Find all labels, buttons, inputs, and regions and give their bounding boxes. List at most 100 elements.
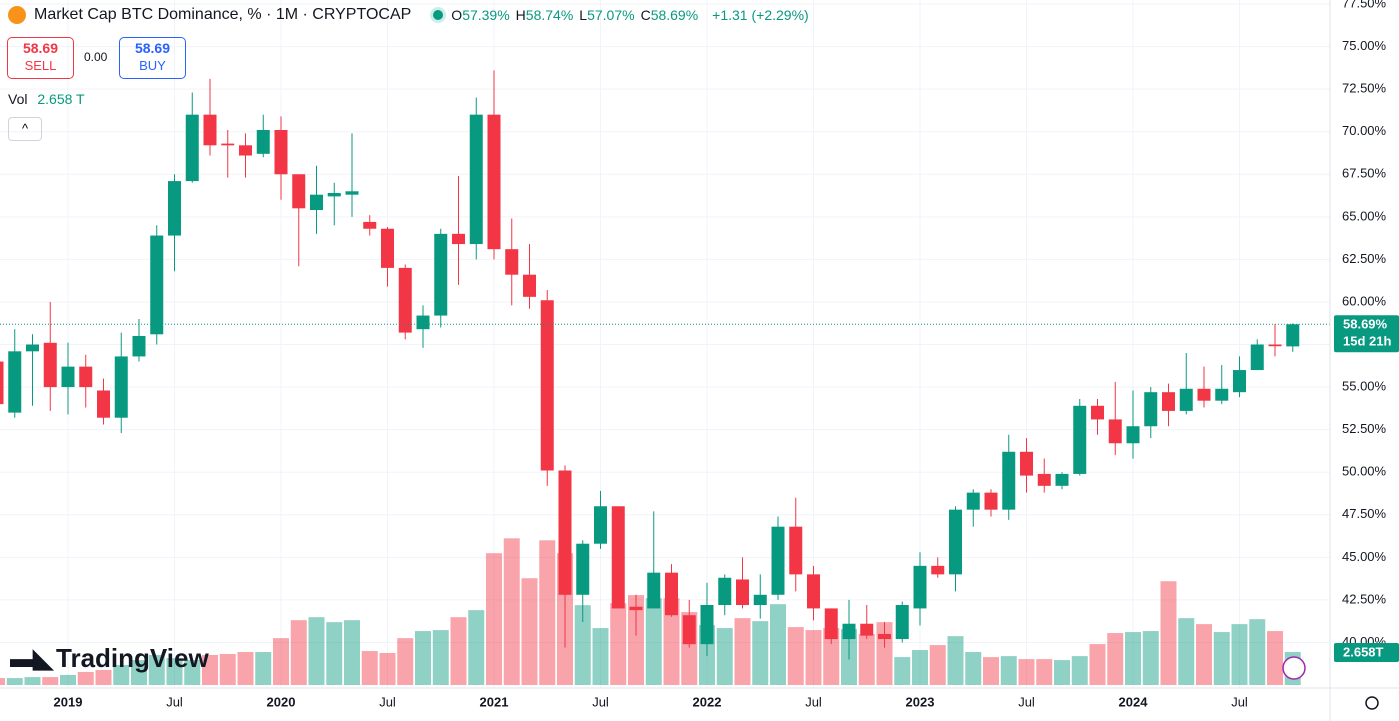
y-tick-label: 70.00% xyxy=(1342,123,1387,138)
buy-button[interactable]: 58.69 BUY xyxy=(119,37,186,79)
candle-body xyxy=(469,114,483,245)
legend-value: 57.39% xyxy=(462,7,510,23)
volume-bar xyxy=(308,617,325,685)
y-tick-label: 72.50% xyxy=(1342,81,1387,96)
legend-key: L xyxy=(579,7,588,23)
candle-body xyxy=(1286,324,1300,347)
vol-legend: Vol 2.658 T xyxy=(8,91,85,107)
volume-bar xyxy=(1071,656,1088,685)
candle-body xyxy=(239,145,252,156)
candle-body xyxy=(576,543,590,595)
candle-body xyxy=(26,344,39,352)
candle-body xyxy=(878,633,891,640)
x-tick-label: 2022 xyxy=(693,694,722,709)
volume-bar xyxy=(1160,581,1177,685)
y-tick-label: 65.00% xyxy=(1342,208,1387,223)
logo-mark: ▬◣ xyxy=(10,643,53,673)
volume-bar xyxy=(1054,660,1070,685)
x-tick-label: Jul xyxy=(1231,694,1248,709)
legend-key: C xyxy=(640,7,651,23)
volume-bar xyxy=(628,595,644,685)
candle-body xyxy=(629,606,643,611)
candle-body xyxy=(647,572,661,609)
sell-button[interactable]: 58.69 SELL xyxy=(7,37,74,79)
candle-body xyxy=(523,274,536,297)
y-tick-label: 67.50% xyxy=(1342,166,1387,181)
candle-body xyxy=(1250,344,1264,371)
chart-title: Market Cap BTC Dominance, % · 1M · CRYPT… xyxy=(34,6,412,23)
volume-bar xyxy=(1000,656,1017,685)
volume-bar xyxy=(1018,659,1035,685)
candle-body xyxy=(718,577,732,606)
countdown: 15d 21h xyxy=(1343,334,1391,349)
header: Market Cap BTC Dominance, % · 1M · CRYPT… xyxy=(8,6,809,24)
volume-bar xyxy=(983,657,999,685)
candle-body xyxy=(1215,388,1229,401)
volume-bar xyxy=(1142,631,1159,685)
candle-body xyxy=(1073,405,1087,474)
volume-bar xyxy=(1125,632,1141,685)
y-tick-label: 55.00% xyxy=(1342,379,1387,394)
volume-bar xyxy=(894,657,911,685)
alert-icon xyxy=(1282,656,1306,680)
volume-bar xyxy=(912,650,928,685)
candle-body xyxy=(114,356,128,418)
volume-bar xyxy=(1231,624,1248,685)
volume-bar xyxy=(716,628,733,685)
plot xyxy=(0,0,1330,688)
candle-body xyxy=(345,191,359,195)
candle-body xyxy=(0,361,4,405)
volume-bar xyxy=(1107,633,1124,685)
volume-bar xyxy=(326,622,343,685)
volume-bar xyxy=(166,658,183,685)
volume-bar xyxy=(787,627,804,685)
candle-body xyxy=(132,336,146,357)
x-tick-label: Jul xyxy=(1018,694,1035,709)
candle-body xyxy=(1144,392,1158,427)
candle-body xyxy=(665,572,678,616)
volume-bar xyxy=(273,638,289,685)
volume-bar xyxy=(486,553,502,685)
x-tick-label: 2021 xyxy=(480,694,509,709)
volume-bar xyxy=(344,620,360,685)
candle-body xyxy=(540,300,554,471)
candle-body xyxy=(789,526,803,575)
volume-bar xyxy=(468,610,485,685)
candle-body xyxy=(1233,370,1246,393)
candle-body xyxy=(736,579,749,606)
legend-value: 58.69% xyxy=(650,7,699,23)
volume-bar xyxy=(1249,619,1266,685)
candle-body xyxy=(842,623,856,640)
volume-bar xyxy=(823,628,840,685)
candle-body xyxy=(966,492,980,510)
y-tick-label: 60.00% xyxy=(1342,293,1387,308)
candle-body xyxy=(43,342,57,388)
candle-body xyxy=(292,174,306,209)
x-tick-label: Jul xyxy=(805,694,822,709)
volume-bar xyxy=(379,653,396,685)
status-dot xyxy=(433,10,444,20)
volume-bar xyxy=(574,605,591,685)
candle-body xyxy=(771,526,785,595)
volume-bar xyxy=(734,618,751,685)
volume-bar xyxy=(432,630,449,685)
candle-body xyxy=(274,129,288,175)
y-tick-label: 75.00% xyxy=(1342,38,1387,53)
volume-bar xyxy=(1089,644,1106,685)
volume-tag xyxy=(1334,643,1399,663)
volume-bar xyxy=(95,669,112,685)
volume-bar xyxy=(965,652,982,685)
candle-body xyxy=(1126,426,1140,444)
candle-body xyxy=(949,509,962,575)
volume-tag-label: 2.658T xyxy=(1343,644,1384,659)
candle-body xyxy=(203,114,217,146)
candle-body xyxy=(931,565,945,575)
candle-body xyxy=(381,228,394,268)
y-tick-label: 42.50% xyxy=(1342,591,1387,606)
collapse-button[interactable]: ^ xyxy=(8,117,42,141)
last-price-tag xyxy=(1334,315,1399,353)
candle-body xyxy=(398,267,412,333)
volume-bar xyxy=(148,654,165,685)
y-tick-label: 50.00% xyxy=(1342,464,1387,479)
